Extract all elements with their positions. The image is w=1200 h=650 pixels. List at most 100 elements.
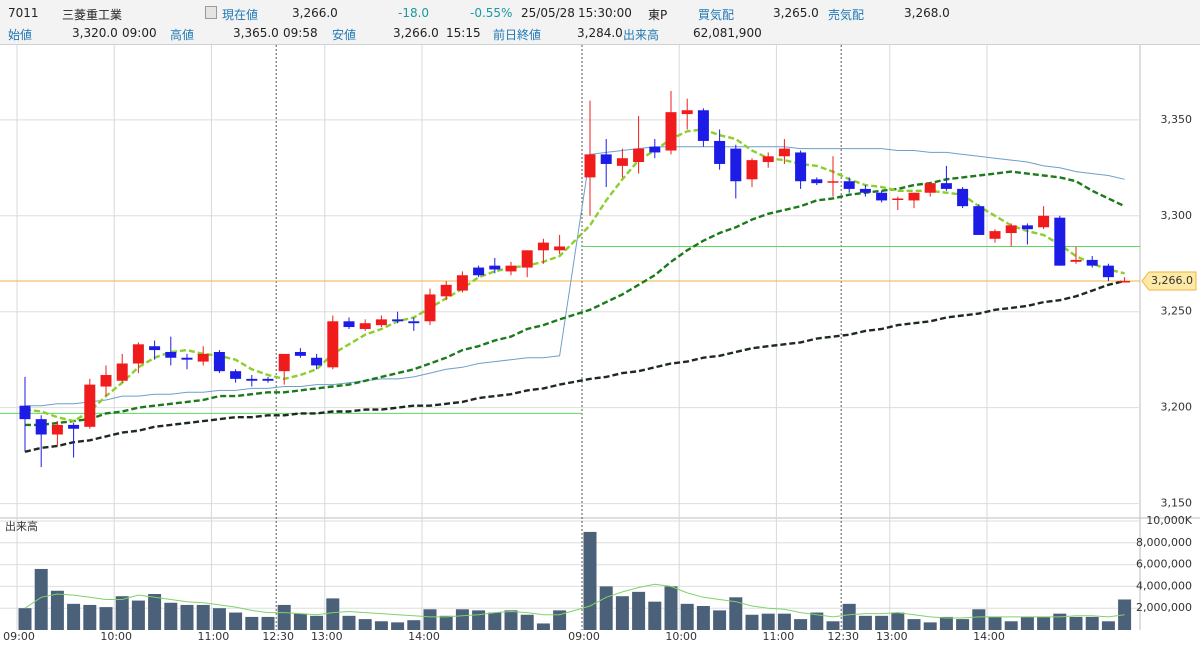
y-tick-label: 8,000,000 [1136,536,1192,549]
candle-body [375,319,387,326]
candle-body [616,158,628,166]
volume-bar [423,609,437,630]
label: 売気配 [828,8,865,22]
candle-body [35,419,47,435]
candle-body [681,110,693,115]
change: -18.0 [398,6,430,20]
candle-body [51,424,63,435]
x-tick-label: 11:00 [198,630,230,643]
volume-bar [664,586,678,630]
candle-body [230,371,242,379]
panel-title: 出来高 [5,519,38,533]
candle-body [746,160,758,180]
candle-body [876,192,888,201]
volume-bar [810,612,824,630]
volume-bar [164,602,178,630]
candle-body [213,351,225,372]
volume-bar [745,614,759,630]
candle-body [957,188,969,207]
y-tick-label: 4,000,000 [1136,579,1192,592]
time: 15:15 [446,26,481,40]
line-series [25,146,1125,407]
candle-body [908,192,920,201]
volume-bar [1053,613,1067,630]
candle-body [359,323,371,329]
candle-body [149,346,161,351]
candle-body [1086,259,1098,266]
volume-bar [1069,616,1083,630]
volume-bar [148,594,162,630]
candle-body [537,242,549,251]
candle-body [165,351,177,358]
volume-bar [1101,621,1115,630]
volume-bar [891,612,905,630]
volume-bar [553,610,567,630]
candle-body [940,183,952,189]
line-series [24,279,1125,453]
volume-bar [277,604,291,630]
volume-bar [988,616,1002,630]
value: 3,265.0 [773,6,819,20]
y-tick-label: 10,000K [1146,514,1192,527]
candle-body [633,148,645,163]
change-pct: -0.55% [470,6,513,20]
volume-bar [1020,616,1034,630]
time: 09:58 [283,26,318,40]
volume-bar [842,603,856,630]
x-tick-label: 14:00 [408,630,440,643]
volume-bar [696,606,710,630]
candle-body [665,112,677,151]
stock-code: 7011 [8,6,39,20]
x-tick-label: 09:00 [3,630,35,643]
volume-bar [599,586,613,630]
volume-bar [504,610,518,630]
value: 3,320.0 [72,26,118,40]
volume-bar [956,619,970,630]
volume-bar [229,612,243,630]
volume-bar [713,610,727,630]
candle-body [424,294,436,322]
candle-body [989,231,1001,239]
candle-body [1005,225,1017,234]
x-tick-label: 11:00 [763,630,795,643]
candle-body [827,181,839,183]
candle-body [649,146,661,153]
candle-body [246,378,258,381]
candle-body [311,357,323,366]
volume-bar [358,619,372,630]
candle-body [294,351,306,356]
x-tick-label: 12:30 [262,630,294,643]
value: 3,266.0 [292,6,338,20]
label: 現在値 [222,8,259,22]
volume-bar [858,615,872,630]
candle-body [343,321,355,328]
candle-body [859,188,871,193]
volume-bar [923,622,937,630]
candle-body [505,265,517,272]
candle-body [100,375,112,387]
x-tick-label: 10:00 [100,630,132,643]
candle-body [84,384,96,427]
volume-bar [407,620,421,630]
label: 高値 [170,28,195,42]
label: 前日終値 [493,28,542,42]
candle-body [600,154,612,164]
time: 15:30:00 [578,6,632,20]
volume-bar [293,613,307,630]
volume-bar [632,591,646,630]
volume-bar [18,608,32,630]
volume-bar [342,615,356,630]
volume-bar [115,596,129,630]
volume-bar [777,613,791,630]
volume-bar [1037,616,1051,630]
volume-bar [310,615,324,630]
y-tick-label: 3,250 [1161,305,1193,318]
icon[interactable] [205,6,217,19]
volume-bar [1085,616,1099,630]
volume-bar [83,604,97,630]
candle-body [132,344,144,364]
volume-bar [50,590,64,630]
volume-bar [680,603,694,630]
candle-body [1054,217,1066,266]
